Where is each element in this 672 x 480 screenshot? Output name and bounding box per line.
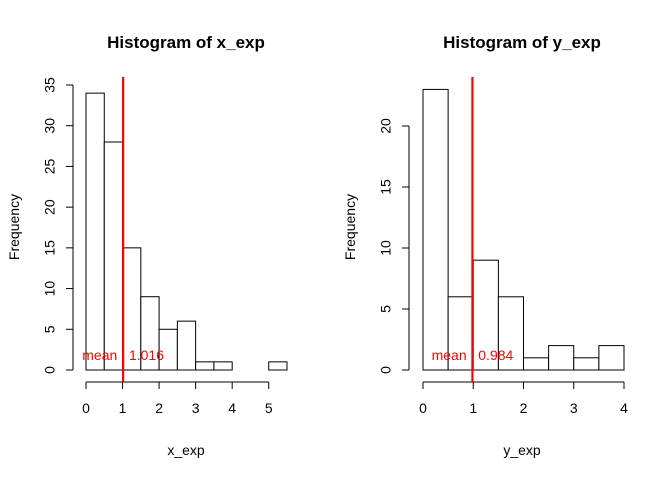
- histogram-bar: [176, 320, 197, 371]
- y-tick-label: 30: [42, 118, 58, 134]
- histogram-bar: [598, 345, 625, 371]
- histogram-panel-x: Histogram of x_exp x_exp Frequency 0 1 2 3 4…: [6, 33, 288, 458]
- y-tick-label: 0: [42, 366, 58, 374]
- mean-marker: mean 0.984: [432, 77, 514, 382]
- x-axis: 0 1 2 3 4: [419, 381, 628, 416]
- x-axis: 0 1 2 3 4 5: [82, 381, 273, 416]
- histogram-panel-y: Histogram of y_exp y_exp Frequency 0 1 2 3 4…: [342, 33, 628, 458]
- histogram-bar: [85, 92, 105, 371]
- x-tick-label: 4: [228, 400, 236, 416]
- bars: [422, 88, 625, 371]
- y-axis-label: Frequency: [6, 194, 22, 260]
- x-tick-label: 2: [520, 400, 528, 416]
- histogram-bar: [573, 357, 600, 371]
- histogram-bar: [422, 88, 449, 371]
- histogram-bar: [548, 345, 575, 371]
- mean-label: mean 1.016: [82, 347, 164, 363]
- y-tick-label: 0: [378, 366, 394, 374]
- y-tick-label: 20: [42, 199, 58, 215]
- x-tick-label: 1: [469, 400, 477, 416]
- x-tick-label: 2: [155, 400, 163, 416]
- mean-label: mean 0.984: [432, 347, 514, 363]
- mean-marker: mean 1.016: [82, 77, 164, 382]
- x-tick-label: 0: [419, 400, 427, 416]
- x-tick-label: 0: [82, 400, 90, 416]
- y-axis: 0 5 10 15 20: [378, 118, 410, 374]
- y-tick-label: 10: [42, 281, 58, 297]
- y-tick-label: 15: [378, 179, 394, 195]
- histogram-bar: [472, 259, 499, 371]
- histogram-bar: [523, 357, 550, 371]
- y-axis: 0 5 10 15 20 25 30 35: [42, 77, 74, 374]
- bars: [85, 92, 288, 371]
- y-tick-label: 5: [42, 325, 58, 333]
- x-axis-label: y_exp: [503, 442, 541, 458]
- histogram-bar: [103, 141, 124, 371]
- x-tick-label: 3: [570, 400, 578, 416]
- x-tick-label: 5: [265, 400, 273, 416]
- x-tick-label: 1: [119, 400, 127, 416]
- y-tick-label: 25: [42, 158, 58, 174]
- y-tick-label: 15: [42, 240, 58, 256]
- histogram-bar: [497, 296, 524, 371]
- y-tick-label: 20: [378, 118, 394, 134]
- x-tick-label: 3: [192, 400, 200, 416]
- x-axis-label: x_exp: [167, 442, 205, 458]
- chart-title: Histogram of y_exp: [443, 33, 601, 52]
- histogram-bar: [195, 361, 215, 371]
- y-tick-label: 5: [378, 305, 394, 313]
- y-tick-label: 35: [42, 77, 58, 93]
- chart-title: Histogram of x_exp: [107, 33, 265, 52]
- histogram-bar: [213, 361, 233, 371]
- histogram-bar: [447, 296, 474, 371]
- y-axis-label: Frequency: [342, 194, 358, 260]
- histogram-bar: [268, 361, 288, 371]
- x-tick-label: 4: [620, 400, 628, 416]
- y-tick-label: 10: [378, 240, 394, 256]
